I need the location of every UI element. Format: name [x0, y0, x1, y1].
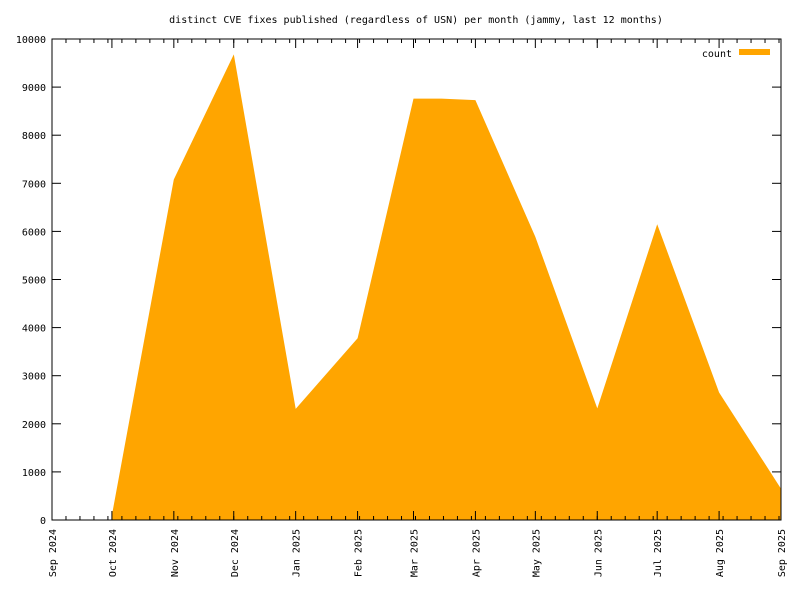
x-tick-label: Aug 2025	[715, 529, 726, 577]
area-series-count	[111, 54, 781, 521]
y-tick-label: 3000	[22, 372, 46, 383]
y-tick-label: 2000	[22, 420, 46, 431]
y-tick-label: 8000	[22, 131, 46, 142]
x-tick-label: Mar 2025	[410, 529, 421, 577]
y-tick-label: 4000	[22, 324, 46, 335]
legend-label-count: count	[702, 49, 732, 60]
x-tick-label: Apr 2025	[471, 529, 482, 577]
y-tick-label: 7000	[22, 179, 46, 190]
x-tick-label: Sep 2025	[777, 529, 788, 577]
y-tick-label: 9000	[22, 83, 46, 94]
y-tick-label: 5000	[22, 276, 46, 287]
y-tick-label: 1000	[22, 468, 46, 479]
legend-swatch-count	[739, 49, 770, 55]
axes: 0 1000 2000 3000 4000 5000 6000 7000 8000 9000 100…	[16, 35, 788, 577]
y-tick-label: 0	[40, 516, 46, 527]
y-tick-label: 10000	[16, 35, 46, 46]
x-tick-label: Sep 2024	[48, 529, 59, 577]
x-tick-label: Oct 2024	[108, 529, 119, 577]
x-tick-label: Jan 2025	[292, 529, 303, 577]
legend: count	[702, 49, 770, 60]
x-tick-label: Jun 2025	[593, 529, 604, 577]
x-tick-label: Jul 2025	[653, 529, 664, 577]
x-tick-label: Dec 2024	[230, 529, 241, 577]
y-tick-label: 6000	[22, 227, 46, 238]
plot-area	[111, 54, 781, 521]
chart-title: distinct CVE fixes published (regardless…	[169, 15, 663, 26]
x-tick-label: May 2025	[531, 529, 542, 577]
x-tick-label: Feb 2025	[354, 529, 365, 577]
x-tick-label: Nov 2024	[170, 529, 181, 577]
